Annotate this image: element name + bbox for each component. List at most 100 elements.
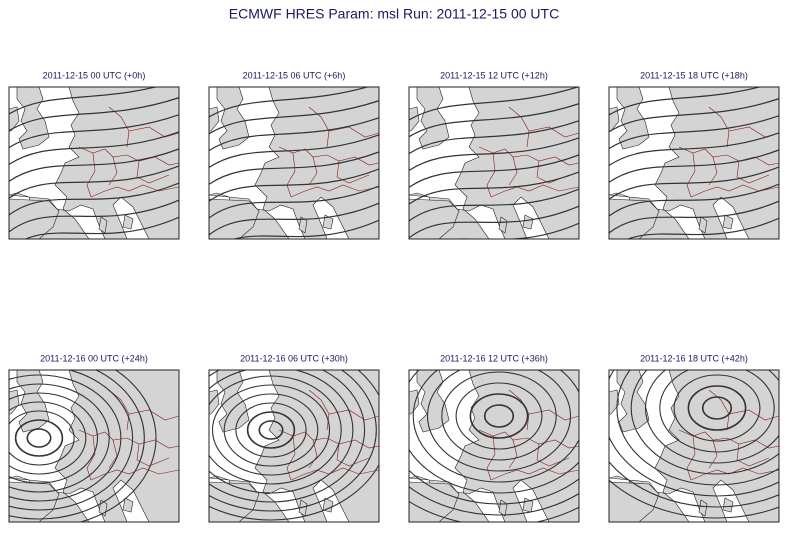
country-border [308,156,318,186]
panel-title: 2011-12-15 00 UTC (+0h) [43,70,146,80]
map-panel [208,369,380,523]
panel-frame [8,86,180,240]
isobar [609,460,779,508]
country-border [278,429,379,449]
isobar [687,385,747,431]
isobar [626,217,779,239]
map-panel [8,86,180,240]
country-border [686,152,779,198]
land [416,370,450,433]
map-content [609,370,779,522]
map-panel [408,369,580,523]
land [322,497,334,513]
isobar [409,87,579,121]
isobar [449,222,579,239]
panel-title: 2011-12-16 06 UTC (+30h) [240,353,348,363]
land [616,370,650,433]
isobar [26,428,52,448]
isobar [9,370,145,520]
isobar [9,131,179,166]
isobar [412,370,579,483]
isobar [9,148,179,183]
isobar [409,137,579,172]
isobar [209,185,379,219]
isobar [609,166,779,201]
map-content [9,370,179,522]
panel-title: 2011-12-16 18 UTC (+42h) [640,353,748,363]
country-border [486,152,579,198]
isobar [209,168,379,203]
panel-title: 2011-12-15 18 UTC (+18h) [640,70,748,80]
isobar [24,216,179,239]
isobar [609,149,779,184]
isobar [616,370,779,486]
isobar [209,370,354,494]
isobar [209,370,379,521]
land [122,497,134,513]
isobar [609,97,779,133]
land [722,497,734,513]
country-border [478,429,579,449]
isobar [701,396,733,420]
isobar [232,219,379,239]
isobar [409,188,579,222]
panel-title: 2011-12-16 12 UTC (+36h) [440,353,548,363]
country-border [136,443,170,467]
land [409,389,420,415]
land [698,499,708,517]
country-border [278,146,379,166]
country-border [308,106,379,138]
land [322,214,334,230]
map-panel [608,369,780,523]
land [498,216,508,234]
isobar [209,117,379,152]
country-border [708,156,718,186]
isobar [659,370,775,453]
country-border [286,152,379,198]
isobar [9,383,110,493]
isobar [9,114,179,149]
country-border [326,130,330,148]
panel-title: 2011-12-16 00 UTC (+24h) [40,353,148,363]
isobar [9,401,87,475]
land [209,198,260,239]
panel-title: 2011-12-15 12 UTC (+12h) [440,70,548,80]
isobar [9,199,179,233]
country-border [678,146,779,166]
land [609,389,620,415]
country-border [508,106,579,138]
isobar [209,151,379,186]
isobar [209,134,379,169]
country-border [736,443,770,467]
isobar [9,370,134,511]
isobar [9,410,75,466]
isobar [9,392,99,484]
isobar [209,370,377,512]
country-border [478,146,579,166]
map-content [409,370,579,522]
isobar [409,469,579,505]
country-border [286,435,379,481]
isobar [609,183,779,217]
isobar [209,370,366,503]
land [122,214,134,230]
isobar [469,393,529,439]
isobar [409,154,579,189]
panel-frame [408,86,580,240]
isobar [235,402,307,458]
isobar [211,384,331,476]
country-border [86,152,179,198]
map-content [409,87,579,239]
isobar [409,205,579,239]
land [298,216,308,234]
isobar [9,165,179,200]
country-border [726,413,730,431]
panel-frame [208,369,380,523]
isobar [258,420,284,440]
land [416,87,450,150]
isobar [78,370,157,522]
isobar [9,374,122,502]
isobar [609,87,762,116]
panel-frame [8,369,180,523]
